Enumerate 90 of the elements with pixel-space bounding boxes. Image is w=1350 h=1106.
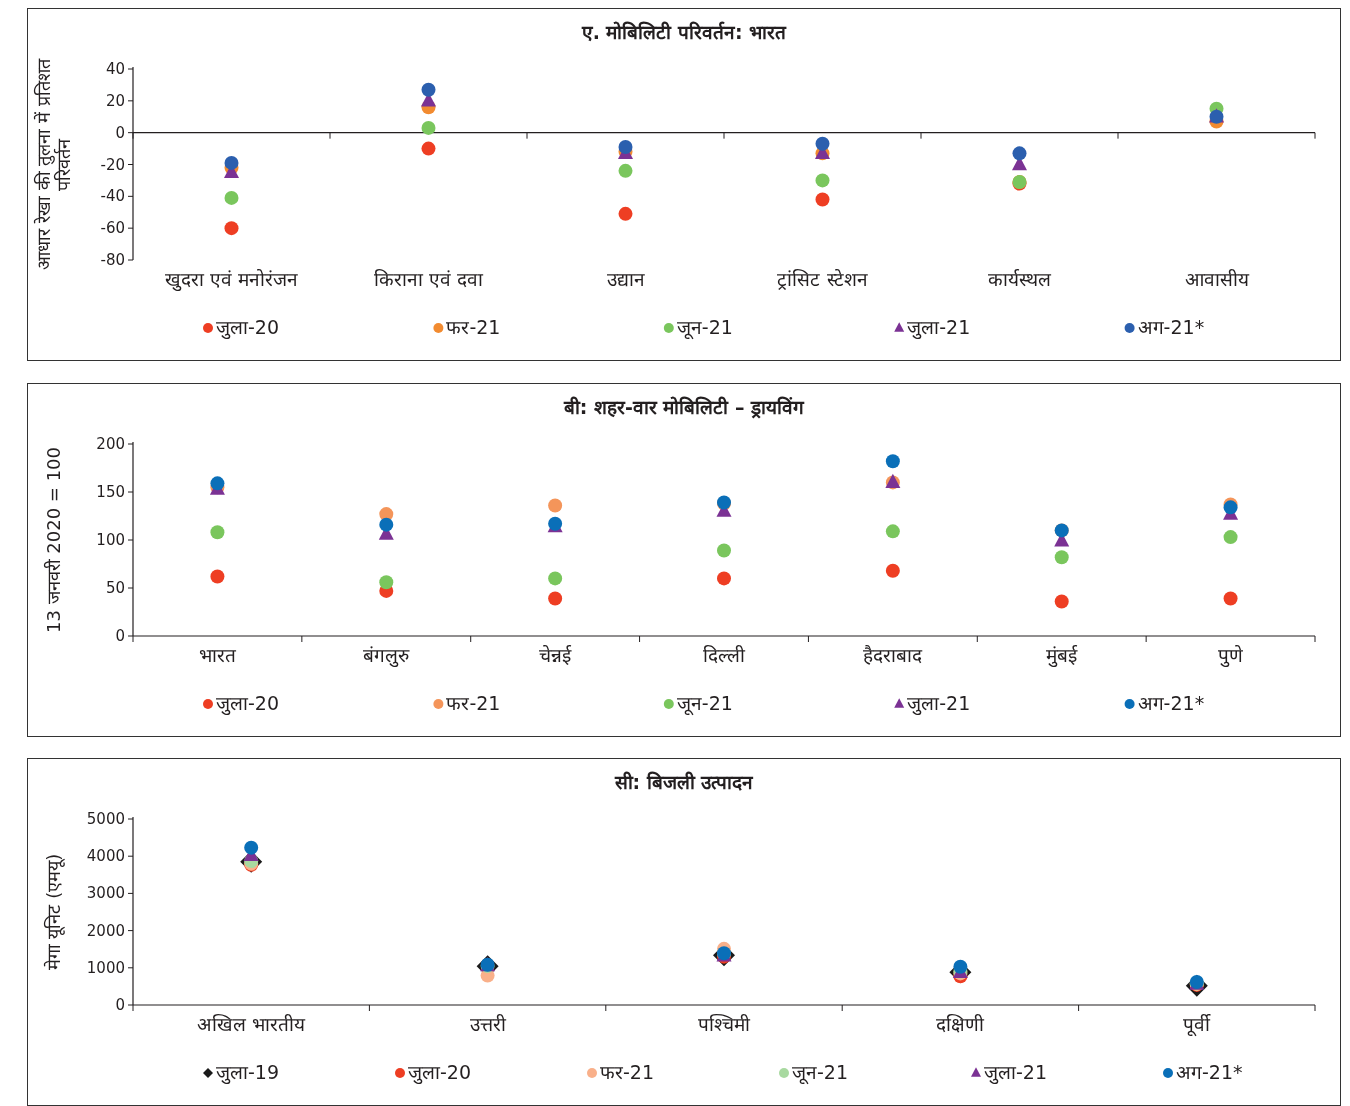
point [224, 190, 239, 205]
chart-title: ए. मोबिलिटी परिवर्तन: भारत [580, 21, 788, 43]
point [885, 563, 900, 578]
legend-label: जून-21 [792, 1061, 849, 1085]
y-axis-title: 13 जनवरी 2020 = 100 [43, 446, 64, 634]
legend-label: जुला-19 [216, 1061, 280, 1085]
point [1223, 530, 1238, 545]
point [379, 517, 394, 532]
y-tick-label: 5000 [86, 810, 125, 828]
y-tick-label: -60 [100, 219, 125, 238]
x-tick-label: चेन्नई [539, 644, 573, 666]
y-tick-label: -20 [100, 155, 125, 174]
point [210, 569, 225, 584]
point [815, 173, 830, 188]
x-tick-label: पूर्वी [1183, 1013, 1212, 1037]
x-tick-label: खुदरा एवं मनोरंजन [164, 268, 299, 292]
point [717, 571, 731, 586]
legend-label: अग-21* [1137, 316, 1205, 338]
y-tick-label: 20 [105, 91, 125, 110]
point [210, 476, 225, 491]
point [717, 543, 731, 558]
y-tick-label: 4000 [86, 847, 125, 866]
y-tick-label: 0 [115, 996, 125, 1014]
x-tick-label: उद्यान [606, 268, 645, 290]
legend-label: जुला-20 [216, 692, 280, 716]
point [815, 136, 830, 151]
point [421, 141, 436, 156]
legend-label: अग-21* [1176, 1061, 1243, 1083]
y-axis-title: आधार रेखा की तुलना में प्रतिशत परिवर्तन [33, 58, 74, 270]
point [244, 840, 259, 855]
y-tick-label: 3000 [86, 884, 125, 903]
y-tick-label: 0 [115, 123, 125, 142]
y-tick-label: 40 [105, 60, 125, 78]
point [421, 82, 436, 97]
x-tick-label: आवासीय [1184, 268, 1250, 290]
x-tick-label: ट्रांसिट स्टेशन [777, 268, 868, 290]
legend-label: जून-21 [676, 692, 733, 716]
x-tick-label: कार्यस्थल [988, 268, 1052, 290]
point [421, 120, 436, 135]
legend-label: जुला-21 [984, 1061, 1048, 1085]
y-tick-label: 200 [96, 435, 125, 453]
point [618, 139, 633, 154]
y-tick-label: 150 [96, 483, 125, 501]
legend-label: जुला-20 [216, 316, 280, 340]
y-tick-label: 0 [115, 627, 125, 645]
point [548, 498, 563, 513]
legend-label: जुला-21 [907, 316, 971, 340]
y-tick-label: -80 [100, 251, 125, 269]
y-tick-label: 100 [96, 531, 125, 549]
x-tick-label: किराना एवं दवा [373, 268, 485, 290]
point [885, 524, 900, 539]
point [1054, 594, 1069, 609]
legend-label: फर-21 [600, 1061, 655, 1083]
point [1223, 591, 1238, 606]
x-tick-label: दक्षिणी [936, 1013, 986, 1035]
y-tick-label: 50 [105, 579, 125, 597]
point [885, 454, 900, 469]
x-tick-label: हैदराबाद [863, 644, 924, 666]
point [224, 221, 239, 236]
point [548, 571, 563, 586]
y-axis-title: मेगा यूनिट (एमयू) [43, 853, 65, 971]
x-tick-label: अखिल भारतीय [197, 1013, 307, 1035]
point [953, 959, 968, 974]
point [618, 163, 633, 178]
x-tick-label: बंगलुरु [363, 644, 411, 668]
point [379, 575, 394, 590]
x-tick-label: मुंबई [1046, 644, 1079, 668]
x-tick-label: दिल्ली [703, 644, 746, 666]
legend-label: जुला-21 [907, 692, 971, 716]
x-tick-label: भारत [198, 644, 237, 666]
chart-title: बी: शहर-वार मोबिलिटी – ड्रायविंग [562, 396, 806, 419]
point [224, 155, 239, 170]
x-tick-label: पुणे [1218, 644, 1244, 668]
legend-label: जुला-20 [408, 1061, 472, 1085]
point [1012, 146, 1027, 161]
x-tick-label: उत्तरी [469, 1013, 507, 1035]
y-tick-label: 1000 [86, 958, 125, 977]
point [548, 591, 563, 606]
legend-label: जून-21 [676, 316, 733, 340]
point [618, 206, 633, 221]
y-tick-label: -40 [100, 187, 125, 206]
legend-label: अग-21* [1137, 692, 1205, 714]
point [210, 525, 225, 540]
legend-label: फर-21 [446, 692, 501, 714]
point [1054, 550, 1069, 565]
legend-label: फर-21 [446, 316, 501, 338]
chart-title: सी: बिजली उत्पादन [613, 771, 755, 793]
x-tick-label: पश्चिमी [698, 1013, 751, 1035]
point [815, 192, 830, 207]
y-tick-label: 2000 [86, 921, 125, 940]
